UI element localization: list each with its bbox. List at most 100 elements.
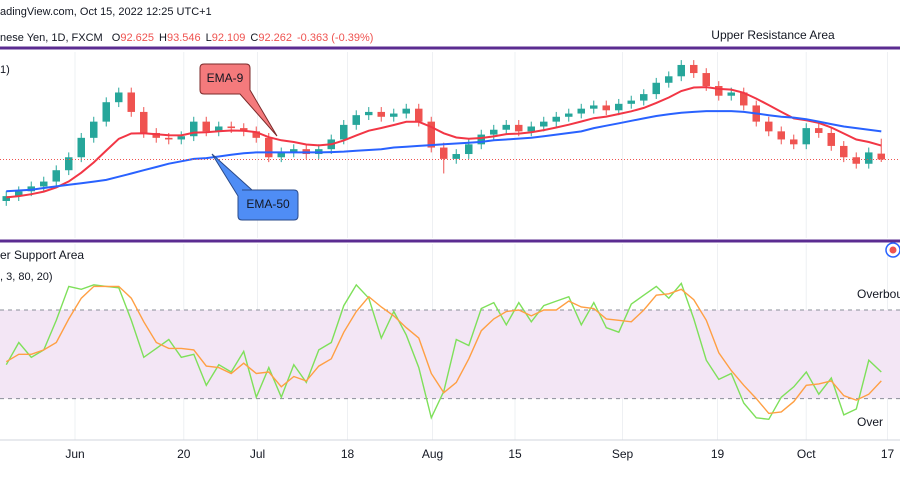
candle-body [777, 131, 785, 140]
stoch-band [0, 310, 900, 399]
candle-body [615, 103, 623, 111]
candle-body [640, 94, 648, 101]
candle-body [452, 154, 460, 159]
callout-text: EMA-50 [246, 197, 290, 211]
ema-line [6, 110, 882, 193]
candle-body [165, 137, 173, 140]
candle-body [727, 92, 735, 96]
candle-body [40, 181, 48, 187]
candle-body [840, 145, 848, 158]
candle-body [602, 105, 610, 111]
candle-body [440, 147, 448, 159]
x-tick-label: 19 [711, 447, 725, 461]
symbol: nese Yen, 1D, FXCM [0, 32, 103, 44]
candle-body [277, 152, 285, 158]
candle-body [140, 111, 148, 133]
candle-body [765, 121, 773, 132]
candle-body [2, 196, 10, 201]
candle-body [802, 128, 810, 145]
candle-body [740, 92, 748, 106]
candle-body [790, 139, 798, 145]
change: -0.363 (-0.39%) [297, 32, 373, 44]
stoch-line [5, 285, 882, 415]
candle-body [390, 113, 398, 117]
candle-body [877, 153, 885, 160]
candle-body [677, 64, 685, 77]
candle-body [652, 82, 660, 95]
x-tick-label: 17 [881, 447, 895, 461]
stoch-line [5, 282, 882, 421]
candle-body [115, 92, 123, 103]
candle-body [90, 121, 98, 138]
candle-body [665, 76, 673, 83]
candle-body [202, 121, 210, 132]
band-layer [0, 309, 900, 400]
candle-body [227, 126, 235, 129]
candle-body [190, 121, 198, 137]
icon-dot [889, 246, 897, 254]
candle-body [215, 126, 223, 132]
ohlc-value: 93.546 [167, 32, 201, 44]
candle-body [340, 124, 348, 140]
x-tick-label: Jul [250, 447, 265, 461]
level-label: Over [857, 415, 883, 429]
candle-body [15, 191, 23, 197]
candle-body [852, 157, 860, 164]
candle-body [465, 144, 473, 155]
candle-body [65, 157, 73, 171]
candle-body [402, 108, 410, 114]
candle-body [702, 73, 710, 87]
candle-body [252, 131, 260, 138]
x-tick-label: 20 [177, 447, 191, 461]
ema9-callout: EMA-9 [199, 63, 278, 137]
candle-body [865, 152, 873, 164]
ohlc-value: 92.625 [120, 32, 154, 44]
candle-body [352, 115, 360, 125]
x-tick-label: 15 [508, 447, 522, 461]
resistance-label: Upper Resistance Area [711, 28, 835, 42]
ohlc-key: H [159, 32, 167, 44]
candle-body [152, 132, 160, 138]
candle-body [627, 100, 635, 104]
candle-body [540, 121, 548, 127]
x-tick-label: 18 [341, 447, 355, 461]
x-tick-label: Jun [65, 447, 84, 461]
ema-line [6, 86, 882, 199]
candle-body [565, 113, 573, 117]
indicator-label: 1) [0, 64, 10, 76]
candle-body [527, 126, 535, 132]
alert-icon[interactable] [885, 242, 900, 258]
x-tick-label: Aug [422, 447, 443, 461]
header-title: adingView.com, Oct 15, 2022 12:25 UTC+1 [0, 6, 212, 18]
candle-body [415, 108, 423, 122]
candle-body [490, 129, 498, 135]
candle-body [265, 137, 273, 158]
candle-body [715, 86, 723, 96]
callout-shape [199, 63, 278, 137]
level-label: Overbou [857, 287, 900, 301]
candle-body [577, 108, 585, 114]
stoch-label: , 3, 80, 20) [0, 271, 53, 283]
ohlc-value: 92.109 [212, 32, 246, 44]
candle-body [827, 132, 835, 146]
candle-body [102, 102, 110, 122]
ohlc-key: O [112, 32, 121, 44]
candle-body [177, 136, 185, 140]
candle-body [502, 124, 510, 130]
x-tick-label: Sep [612, 447, 634, 461]
candle-body [590, 105, 598, 109]
candle-body [427, 121, 435, 148]
ohlc-key: C [250, 32, 258, 44]
mark-layer [0, 60, 900, 421]
candle-body [690, 64, 698, 74]
candle-body [365, 111, 373, 116]
candle-body [515, 124, 523, 132]
candle-body [377, 111, 385, 117]
ohlc-header: nese Yen, 1D, FXCM O92.625 H93.546 L92.109… [0, 32, 373, 44]
ohlc-value: 92.262 [258, 32, 292, 44]
candle-body [477, 134, 485, 145]
callout-shape [211, 153, 299, 221]
callout-text: EMA-9 [207, 71, 244, 85]
